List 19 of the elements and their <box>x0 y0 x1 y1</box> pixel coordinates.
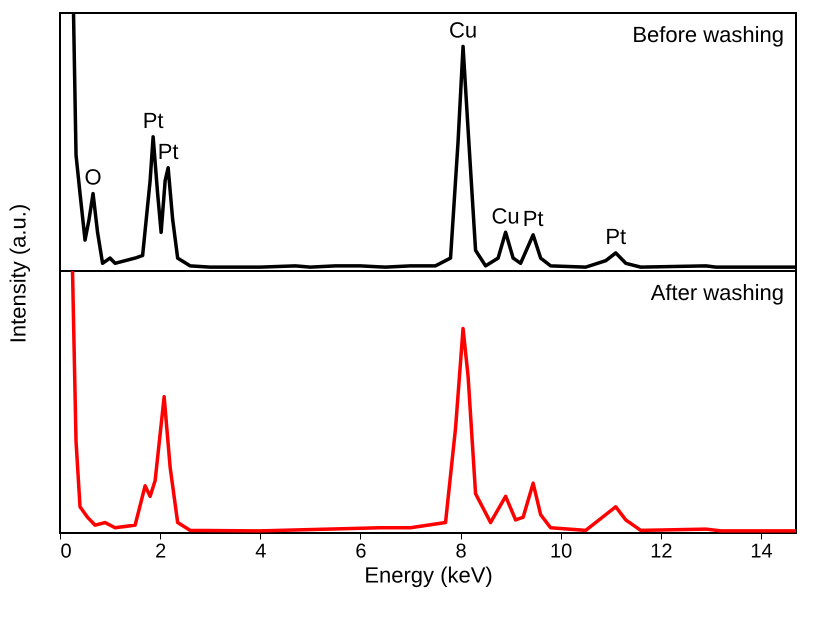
annotation: Pt <box>522 206 544 231</box>
annotation: Pt <box>142 108 164 133</box>
x-tick-label: 14 <box>750 540 773 562</box>
x-tick-label: 0 <box>60 540 72 562</box>
x-tick-label: 8 <box>455 540 467 562</box>
x-tick-label: 10 <box>550 540 572 562</box>
x-tick-label: 2 <box>155 540 166 562</box>
text: Before washing <box>632 22 784 47</box>
annotation: Cu <box>448 18 478 43</box>
x-tick-label: 4 <box>255 540 266 562</box>
x-axis-title: Energy (keV) <box>364 562 493 588</box>
annotation: Cu <box>492 203 520 228</box>
x-tick-label: 12 <box>650 540 672 562</box>
x-tick-label: 6 <box>355 540 366 562</box>
annotation: O <box>84 164 102 190</box>
annotation: Pt <box>158 138 179 164</box>
y-axis-title: Intensity (a.u.) <box>6 204 30 344</box>
annotation: Pt <box>605 224 626 249</box>
text: After washing <box>650 280 784 305</box>
